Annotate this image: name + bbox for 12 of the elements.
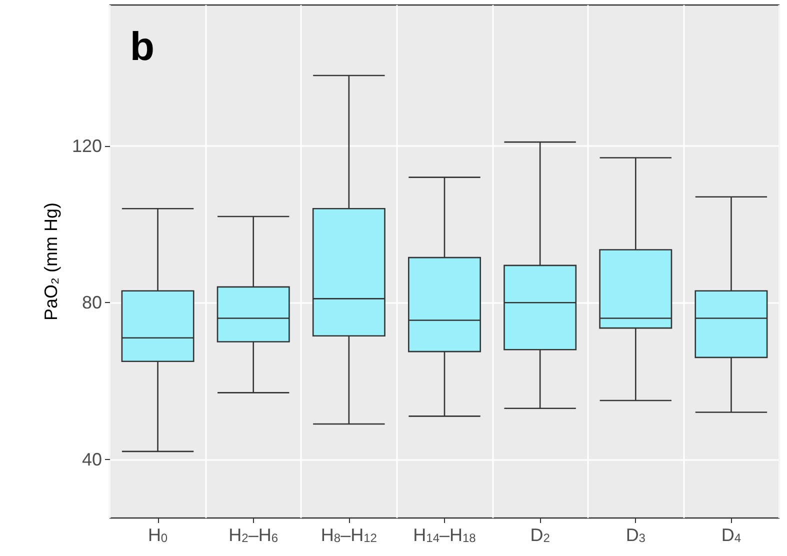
y-tick-label: 80 <box>82 292 102 313</box>
y-tick-label: 120 <box>72 136 102 156</box>
x-tick-label: D2 <box>530 525 550 545</box>
y-tick-label: 40 <box>82 449 102 470</box>
y-axis-title: PaO₂ (mm Hg) <box>41 202 61 320</box>
x-tick-label: H8–H12 <box>320 525 378 545</box>
text: b <box>130 25 154 69</box>
x-tick-label: H2–H6 <box>228 525 278 545</box>
x-tick-label: H14–H18 <box>413 525 476 545</box>
x-tick-label: H0 <box>148 525 168 545</box>
x-tick-label: D3 <box>626 525 646 545</box>
x-tick-label: D4 <box>721 525 742 545</box>
